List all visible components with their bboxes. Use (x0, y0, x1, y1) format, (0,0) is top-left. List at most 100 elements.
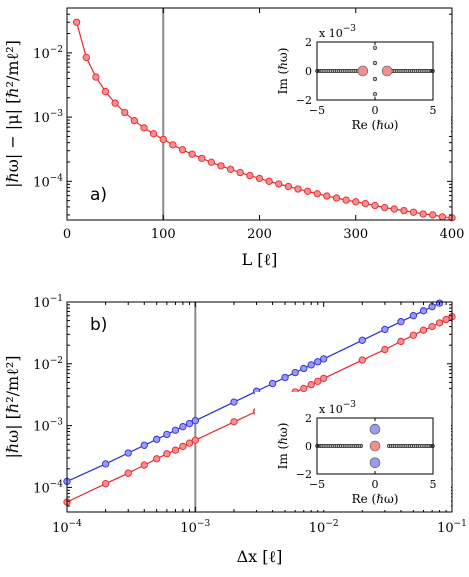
inset-y-axis-label: Im (ℏω) (276, 423, 290, 470)
data-point (246, 171, 254, 180)
inset-background (255, 392, 451, 510)
data-point (300, 364, 308, 373)
data-point (178, 146, 187, 154)
data-point (332, 194, 341, 202)
data-point (149, 130, 158, 138)
y-axis-label: |ℏω| [ℏ²/mℓ²] (3, 355, 22, 458)
data-point (342, 196, 350, 204)
data-point (124, 449, 132, 457)
y-tick-label: 10−1 (33, 294, 63, 311)
eigenvalue-point (369, 440, 381, 452)
data-point (291, 368, 299, 377)
x-tick-label: 300 (343, 227, 368, 242)
data-point (300, 384, 308, 393)
data-point (171, 446, 180, 454)
inset-a: −5 0 5 −2 0 2 x 10−3 Re (ℏω) Im (ℏω) (255, 16, 451, 136)
y-tick-label: 10−3 (33, 109, 63, 126)
data-point (265, 177, 273, 185)
y-tick-label: 10−4 (33, 479, 63, 496)
inset-x-tick-label: −5 (309, 478, 325, 491)
data-point (281, 373, 289, 382)
x-tick-label: 100 (151, 227, 176, 242)
inset-y-tick-label: 0 (305, 440, 312, 453)
data-point (307, 361, 315, 369)
data-point (284, 182, 293, 191)
x-tick-label: 400 (440, 227, 465, 242)
data-point (307, 380, 315, 389)
data-point (361, 199, 370, 208)
data-point (230, 398, 238, 406)
data-point (397, 337, 405, 346)
inset-y-tick-label: −2 (296, 468, 312, 481)
data-point (198, 154, 206, 162)
data-point (358, 336, 366, 344)
data-point (320, 355, 328, 363)
data-point (169, 141, 177, 149)
y-axis-label: |ℏω| − |μ| [ℏ²/mℓ²] (3, 40, 22, 188)
data-point (121, 108, 129, 117)
data-point (429, 211, 437, 219)
data-point (314, 358, 322, 366)
x-axis-label: Δx [ℓ] (237, 547, 283, 566)
eigenvalue-point (357, 65, 369, 77)
data-point (140, 124, 148, 132)
eigenvalue-point (381, 65, 393, 77)
inset-b: −5 0 5 −2 0 2 x 10−3 Re (ℏω) Im (ℏω) (255, 392, 451, 510)
inset-y-tick-label: 0 (305, 65, 312, 78)
data-point (381, 345, 389, 354)
data-point (294, 185, 302, 193)
inset-x-tick-label: 5 (430, 478, 437, 491)
data-point (153, 435, 161, 443)
data-point (101, 460, 110, 468)
y-tick-label: 10−4 (33, 173, 63, 190)
data-point (72, 18, 81, 26)
inset-y-axis-label: Im (ℏω) (276, 48, 290, 95)
x-tick-label: 10−3 (180, 519, 210, 536)
data-point (313, 190, 321, 198)
mode-point (372, 45, 378, 50)
data-point (207, 158, 216, 166)
data-point (320, 374, 328, 383)
data-point (191, 417, 199, 425)
data-point (159, 135, 167, 144)
data-point (171, 426, 180, 434)
data-point (428, 322, 436, 331)
inset-x-tick-label: 0 (372, 104, 379, 117)
data-point (255, 174, 264, 183)
eigenvalue-point (369, 423, 381, 435)
data-point (92, 73, 100, 81)
mode-point (372, 76, 378, 82)
data-point (419, 210, 427, 218)
data-point (188, 150, 196, 158)
data-point (303, 187, 312, 195)
eigenvalue-point (369, 457, 381, 469)
x-tick-label: 10−2 (309, 519, 339, 536)
data-point (380, 203, 389, 212)
inset-x-axis-label: Re (ℏω) (352, 492, 399, 506)
inset-y-tick-label: −2 (296, 94, 312, 107)
x-tick-label: 10−4 (52, 519, 82, 536)
inset-scale-factor: x 10−3 (319, 24, 356, 40)
data-point (435, 319, 444, 327)
panel-b: 10−4 10−3 10−2 10−1 10−4 10−3 10−2 10−1 Δx [ℓ] |ℏ… (3, 294, 467, 566)
data-point (163, 430, 171, 439)
data-point (409, 208, 418, 216)
mode-point (372, 60, 378, 66)
x-tick-label: 200 (247, 227, 272, 242)
inset-y-tick-label: 2 (305, 412, 312, 425)
y-tick-label: 10−2 (33, 356, 63, 373)
data-point (409, 312, 418, 320)
data-point (438, 213, 447, 221)
panel-label: a) (90, 185, 107, 205)
y-tick-label: 10−3 (33, 418, 63, 435)
inset-y-tick-label: 2 (305, 36, 312, 49)
data-point (323, 192, 331, 200)
data-point (371, 201, 379, 210)
data-point (191, 436, 199, 444)
data-point (124, 469, 132, 477)
x-tick-label: 0 (63, 227, 71, 242)
data-point (230, 418, 238, 426)
data-point (419, 326, 428, 334)
data-point (381, 325, 389, 334)
data-point (400, 206, 408, 215)
